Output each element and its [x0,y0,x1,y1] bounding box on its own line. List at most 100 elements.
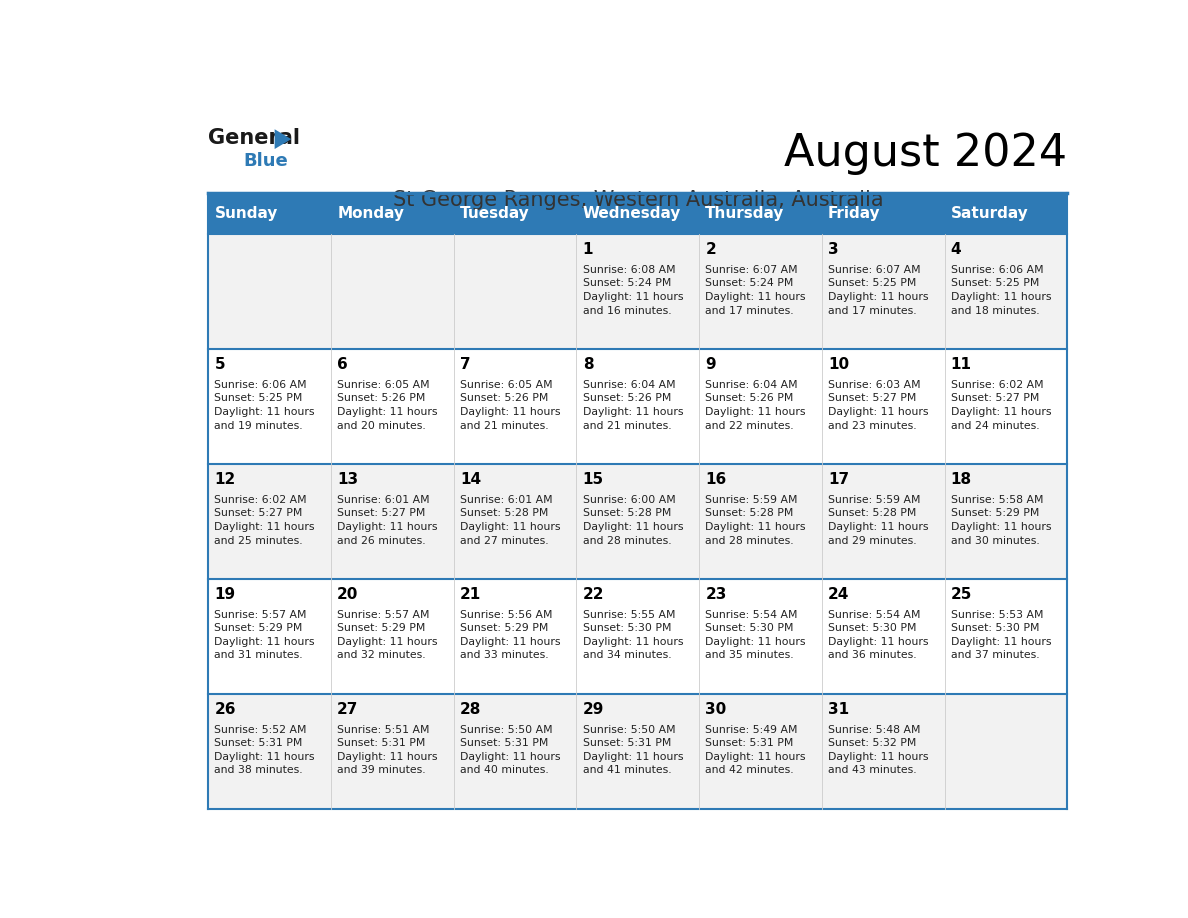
Text: Blue: Blue [244,151,287,170]
Text: Sunrise: 5:49 AM
Sunset: 5:31 PM
Daylight: 11 hours
and 42 minutes.: Sunrise: 5:49 AM Sunset: 5:31 PM Dayligh… [706,724,805,776]
FancyBboxPatch shape [822,578,944,694]
Text: Sunrise: 5:56 AM
Sunset: 5:29 PM
Daylight: 11 hours
and 33 minutes.: Sunrise: 5:56 AM Sunset: 5:29 PM Dayligh… [460,610,561,660]
FancyBboxPatch shape [208,578,331,694]
Text: 9: 9 [706,357,716,372]
Text: 17: 17 [828,472,849,487]
FancyBboxPatch shape [454,464,576,578]
Text: Sunrise: 5:53 AM
Sunset: 5:30 PM
Daylight: 11 hours
and 37 minutes.: Sunrise: 5:53 AM Sunset: 5:30 PM Dayligh… [950,610,1051,660]
Text: Sunrise: 6:04 AM
Sunset: 5:26 PM
Daylight: 11 hours
and 21 minutes.: Sunrise: 6:04 AM Sunset: 5:26 PM Dayligh… [582,380,683,431]
Text: Sunrise: 5:51 AM
Sunset: 5:31 PM
Daylight: 11 hours
and 39 minutes.: Sunrise: 5:51 AM Sunset: 5:31 PM Dayligh… [337,724,437,776]
Text: Saturday: Saturday [950,206,1029,221]
Text: General: General [208,128,301,148]
Text: 21: 21 [460,587,481,601]
FancyBboxPatch shape [700,234,822,349]
Text: Sunrise: 5:55 AM
Sunset: 5:30 PM
Daylight: 11 hours
and 34 minutes.: Sunrise: 5:55 AM Sunset: 5:30 PM Dayligh… [582,610,683,660]
FancyBboxPatch shape [454,193,576,234]
Text: 14: 14 [460,472,481,487]
Text: Sunrise: 5:59 AM
Sunset: 5:28 PM
Daylight: 11 hours
and 28 minutes.: Sunrise: 5:59 AM Sunset: 5:28 PM Dayligh… [706,495,805,545]
Text: Sunrise: 6:05 AM
Sunset: 5:26 PM
Daylight: 11 hours
and 21 minutes.: Sunrise: 6:05 AM Sunset: 5:26 PM Dayligh… [460,380,561,431]
FancyBboxPatch shape [576,349,700,464]
FancyBboxPatch shape [331,694,454,809]
Text: Wednesday: Wednesday [582,206,681,221]
FancyBboxPatch shape [454,234,576,349]
FancyBboxPatch shape [576,464,700,578]
Text: Sunrise: 6:02 AM
Sunset: 5:27 PM
Daylight: 11 hours
and 24 minutes.: Sunrise: 6:02 AM Sunset: 5:27 PM Dayligh… [950,380,1051,431]
FancyBboxPatch shape [944,694,1067,809]
FancyBboxPatch shape [822,349,944,464]
Text: 8: 8 [582,357,593,372]
Text: Sunrise: 6:06 AM
Sunset: 5:25 PM
Daylight: 11 hours
and 18 minutes.: Sunrise: 6:06 AM Sunset: 5:25 PM Dayligh… [950,265,1051,316]
Text: Sunrise: 6:01 AM
Sunset: 5:28 PM
Daylight: 11 hours
and 27 minutes.: Sunrise: 6:01 AM Sunset: 5:28 PM Dayligh… [460,495,561,545]
Text: Sunrise: 5:54 AM
Sunset: 5:30 PM
Daylight: 11 hours
and 36 minutes.: Sunrise: 5:54 AM Sunset: 5:30 PM Dayligh… [828,610,929,660]
Text: Sunrise: 5:59 AM
Sunset: 5:28 PM
Daylight: 11 hours
and 29 minutes.: Sunrise: 5:59 AM Sunset: 5:28 PM Dayligh… [828,495,929,545]
Text: Sunrise: 6:07 AM
Sunset: 5:25 PM
Daylight: 11 hours
and 17 minutes.: Sunrise: 6:07 AM Sunset: 5:25 PM Dayligh… [828,265,929,316]
FancyBboxPatch shape [208,193,331,234]
Text: Tuesday: Tuesday [460,206,530,221]
Text: Sunrise: 6:06 AM
Sunset: 5:25 PM
Daylight: 11 hours
and 19 minutes.: Sunrise: 6:06 AM Sunset: 5:25 PM Dayligh… [215,380,315,431]
FancyBboxPatch shape [822,234,944,349]
FancyBboxPatch shape [454,349,576,464]
Text: Sunrise: 5:50 AM
Sunset: 5:31 PM
Daylight: 11 hours
and 41 minutes.: Sunrise: 5:50 AM Sunset: 5:31 PM Dayligh… [582,724,683,776]
Text: 25: 25 [950,587,972,601]
Text: Sunday: Sunday [215,206,278,221]
Text: Sunrise: 5:52 AM
Sunset: 5:31 PM
Daylight: 11 hours
and 38 minutes.: Sunrise: 5:52 AM Sunset: 5:31 PM Dayligh… [215,724,315,776]
FancyBboxPatch shape [700,694,822,809]
Text: Sunrise: 5:57 AM
Sunset: 5:29 PM
Daylight: 11 hours
and 31 minutes.: Sunrise: 5:57 AM Sunset: 5:29 PM Dayligh… [215,610,315,660]
FancyBboxPatch shape [331,193,454,234]
Text: 18: 18 [950,472,972,487]
Text: 29: 29 [582,701,604,717]
Text: 4: 4 [950,242,961,257]
Text: Sunrise: 6:08 AM
Sunset: 5:24 PM
Daylight: 11 hours
and 16 minutes.: Sunrise: 6:08 AM Sunset: 5:24 PM Dayligh… [582,265,683,316]
Text: Sunrise: 6:03 AM
Sunset: 5:27 PM
Daylight: 11 hours
and 23 minutes.: Sunrise: 6:03 AM Sunset: 5:27 PM Dayligh… [828,380,929,431]
Text: 2: 2 [706,242,716,257]
Text: 27: 27 [337,701,359,717]
FancyBboxPatch shape [331,464,454,578]
Text: 10: 10 [828,357,849,372]
Text: 15: 15 [582,472,604,487]
Text: Sunrise: 6:05 AM
Sunset: 5:26 PM
Daylight: 11 hours
and 20 minutes.: Sunrise: 6:05 AM Sunset: 5:26 PM Dayligh… [337,380,437,431]
Text: 23: 23 [706,587,727,601]
Polygon shape [274,129,291,149]
FancyBboxPatch shape [700,464,822,578]
FancyBboxPatch shape [576,193,700,234]
Text: 6: 6 [337,357,348,372]
FancyBboxPatch shape [822,193,944,234]
Text: 20: 20 [337,587,359,601]
FancyBboxPatch shape [944,193,1067,234]
Text: Thursday: Thursday [706,206,785,221]
Text: 19: 19 [215,587,235,601]
FancyBboxPatch shape [208,234,331,349]
FancyBboxPatch shape [944,578,1067,694]
Text: Sunrise: 5:57 AM
Sunset: 5:29 PM
Daylight: 11 hours
and 32 minutes.: Sunrise: 5:57 AM Sunset: 5:29 PM Dayligh… [337,610,437,660]
FancyBboxPatch shape [822,694,944,809]
Text: Sunrise: 6:02 AM
Sunset: 5:27 PM
Daylight: 11 hours
and 25 minutes.: Sunrise: 6:02 AM Sunset: 5:27 PM Dayligh… [215,495,315,545]
FancyBboxPatch shape [454,578,576,694]
FancyBboxPatch shape [944,234,1067,349]
Text: Sunrise: 5:50 AM
Sunset: 5:31 PM
Daylight: 11 hours
and 40 minutes.: Sunrise: 5:50 AM Sunset: 5:31 PM Dayligh… [460,724,561,776]
Text: Sunrise: 5:54 AM
Sunset: 5:30 PM
Daylight: 11 hours
and 35 minutes.: Sunrise: 5:54 AM Sunset: 5:30 PM Dayligh… [706,610,805,660]
Text: Friday: Friday [828,206,880,221]
FancyBboxPatch shape [944,349,1067,464]
Text: 13: 13 [337,472,359,487]
Text: 16: 16 [706,472,727,487]
Text: August 2024: August 2024 [784,132,1067,175]
FancyBboxPatch shape [331,234,454,349]
FancyBboxPatch shape [700,349,822,464]
Text: Monday: Monday [337,206,404,221]
Text: Sunrise: 5:58 AM
Sunset: 5:29 PM
Daylight: 11 hours
and 30 minutes.: Sunrise: 5:58 AM Sunset: 5:29 PM Dayligh… [950,495,1051,545]
FancyBboxPatch shape [576,234,700,349]
Text: 31: 31 [828,701,849,717]
Text: Sunrise: 6:07 AM
Sunset: 5:24 PM
Daylight: 11 hours
and 17 minutes.: Sunrise: 6:07 AM Sunset: 5:24 PM Dayligh… [706,265,805,316]
FancyBboxPatch shape [822,464,944,578]
FancyBboxPatch shape [576,694,700,809]
FancyBboxPatch shape [208,464,331,578]
FancyBboxPatch shape [944,464,1067,578]
FancyBboxPatch shape [700,578,822,694]
FancyBboxPatch shape [700,193,822,234]
Text: 28: 28 [460,701,481,717]
Text: Sunrise: 5:48 AM
Sunset: 5:32 PM
Daylight: 11 hours
and 43 minutes.: Sunrise: 5:48 AM Sunset: 5:32 PM Dayligh… [828,724,929,776]
Text: 24: 24 [828,587,849,601]
Text: 12: 12 [215,472,235,487]
Text: Sunrise: 6:01 AM
Sunset: 5:27 PM
Daylight: 11 hours
and 26 minutes.: Sunrise: 6:01 AM Sunset: 5:27 PM Dayligh… [337,495,437,545]
FancyBboxPatch shape [208,349,331,464]
